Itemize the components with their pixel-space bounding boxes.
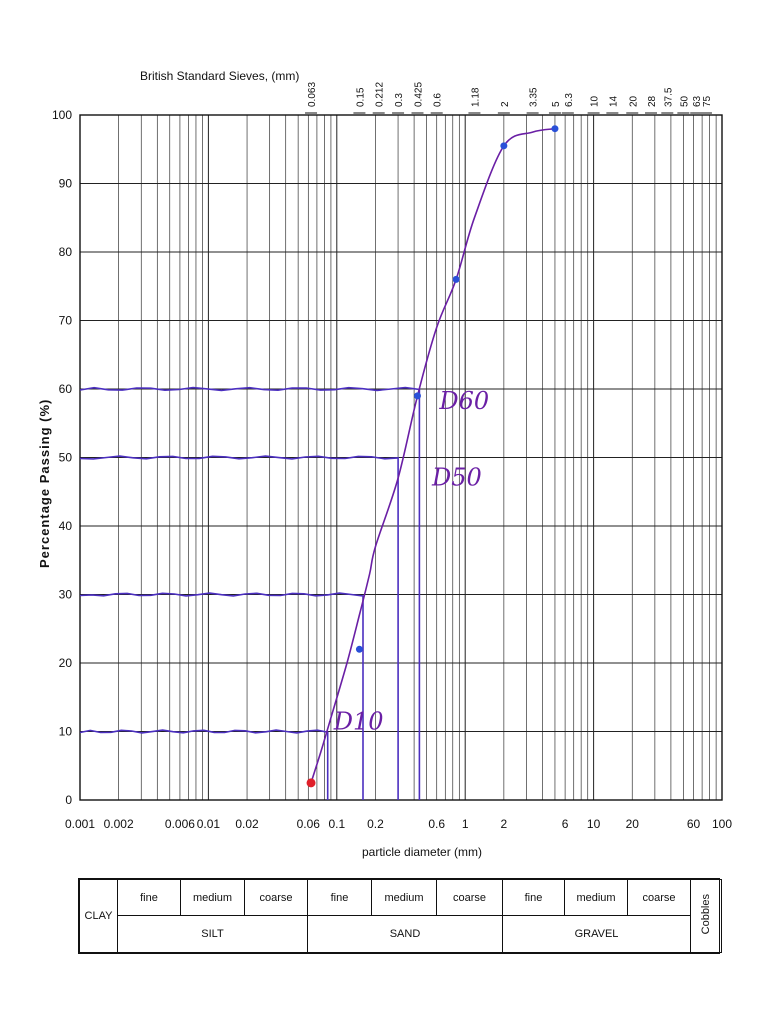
x-tick-label: 0.01 bbox=[197, 817, 221, 831]
gravel-fine: fine bbox=[502, 878, 565, 917]
x-tick-label: 0.6 bbox=[428, 817, 445, 831]
soil-classification-table: CLAY fine medium coarse fine medium coar… bbox=[78, 878, 722, 954]
reference-line bbox=[79, 386, 421, 800]
sieve-label: 20 bbox=[628, 95, 639, 107]
data-point bbox=[355, 645, 363, 653]
data-point bbox=[452, 275, 460, 283]
x-tick-label: 6 bbox=[562, 817, 569, 831]
sieve-label: 0.425 bbox=[413, 82, 424, 107]
x-tick-label: 0.006 bbox=[165, 817, 195, 831]
sieve-label: 28 bbox=[647, 95, 658, 107]
x-tick-label: 0.1 bbox=[328, 817, 345, 831]
sieve-label: 10 bbox=[590, 95, 601, 107]
x-tick-label: 0.06 bbox=[297, 817, 321, 831]
y-tick-label: 80 bbox=[59, 245, 73, 259]
cobbles-label: Cobbles bbox=[700, 894, 712, 935]
silt-coarse: coarse bbox=[244, 878, 308, 917]
sieve-label: 0.212 bbox=[375, 82, 386, 107]
y-tick-label: 40 bbox=[59, 519, 73, 533]
x-tick-label: 2 bbox=[501, 817, 508, 831]
x-axis-label: particle diameter (mm) bbox=[362, 845, 482, 859]
x-tick-label: 60 bbox=[687, 817, 701, 831]
data-point bbox=[413, 392, 421, 400]
grading-curve bbox=[310, 127, 556, 784]
x-tick-label: 100 bbox=[712, 817, 732, 831]
sand-medium: medium bbox=[371, 878, 437, 917]
sieve-label: 14 bbox=[608, 95, 619, 107]
y-tick-label: 30 bbox=[59, 588, 73, 602]
handwritten-label: D50 bbox=[431, 464, 482, 492]
y-tick-labels: 0 10 20 30 40 50 60 70 80 90 100 bbox=[52, 108, 72, 807]
y-tick-label: 10 bbox=[59, 725, 73, 739]
sand-coarse: coarse bbox=[436, 878, 503, 917]
plot-frame bbox=[79, 114, 723, 801]
y-tick-label: 70 bbox=[59, 314, 73, 328]
y-tick-label: 100 bbox=[52, 108, 72, 122]
silt-group: SILT bbox=[117, 915, 308, 953]
chart-title: British Standard Sieves, (mm) bbox=[140, 69, 299, 83]
gravel-coarse: coarse bbox=[627, 878, 691, 917]
gravel-medium: medium bbox=[564, 878, 628, 917]
handwritten-label: D10 bbox=[333, 708, 384, 736]
y-tick-label: 90 bbox=[59, 177, 73, 191]
y-tick-label: 50 bbox=[59, 451, 73, 465]
sieve-label: 0.15 bbox=[355, 87, 366, 107]
x-tick-label: 0.001 bbox=[65, 817, 95, 831]
x-tick-label: 10 bbox=[587, 817, 601, 831]
silt-fine: fine bbox=[117, 878, 181, 917]
reference-line bbox=[79, 455, 399, 800]
reference-line bbox=[79, 592, 364, 800]
clay-cell: CLAY bbox=[79, 879, 118, 953]
y-tick-label: 20 bbox=[59, 656, 73, 670]
x-tick-labels: 0.001 0.002 0.006 0.01 0.02 0.06 0.1 0.2 0.6 1 2 6 1… bbox=[65, 817, 732, 831]
sieve-label: 0.6 bbox=[433, 93, 444, 107]
data-markers bbox=[306, 125, 559, 788]
silt-medium: medium bbox=[180, 878, 245, 917]
x-tick-label: 0.002 bbox=[104, 817, 134, 831]
sieve-label: 5 bbox=[551, 101, 562, 107]
reference-lines bbox=[79, 386, 421, 800]
data-point bbox=[500, 142, 508, 150]
x-tick-label: 0.2 bbox=[367, 817, 384, 831]
sand-fine: fine bbox=[307, 878, 372, 917]
cobbles-cell: Cobbles bbox=[690, 879, 722, 953]
y-tick-label: 60 bbox=[59, 382, 73, 396]
sieve-label: 2 bbox=[500, 101, 511, 107]
sieve-label: 0.063 bbox=[307, 82, 318, 107]
x-tick-label: 0.02 bbox=[235, 817, 259, 831]
gravel-group: GRAVEL bbox=[502, 915, 691, 953]
sieve-labels: 0.063 0.15 0.212 0.3 0.425 0.6 1.18 2 3.35 5 6.3 10… bbox=[305, 82, 713, 114]
sand-group: SAND bbox=[307, 915, 503, 953]
sieve-label: 75 bbox=[702, 95, 713, 107]
sieve-label: 37.5 bbox=[663, 87, 674, 107]
handwritten-labels: D10 D50 D60 bbox=[333, 387, 489, 736]
sieve-label: 63 bbox=[692, 95, 703, 107]
x-tick-label: 20 bbox=[626, 817, 640, 831]
sieve-label: 3.35 bbox=[529, 87, 540, 107]
sieve-label: 0.3 bbox=[394, 93, 405, 107]
reference-line bbox=[79, 729, 329, 800]
sieve-label: 50 bbox=[679, 95, 690, 107]
data-point bbox=[306, 778, 316, 788]
y-axis-label: Percentage Passing (%) bbox=[37, 399, 52, 568]
sieve-label: 6.3 bbox=[564, 93, 575, 107]
y-tick-label: 0 bbox=[65, 793, 72, 807]
handwritten-label: D60 bbox=[438, 387, 489, 415]
data-point bbox=[551, 125, 559, 133]
sieve-label: 1.18 bbox=[470, 87, 481, 107]
x-tick-label: 1 bbox=[462, 817, 469, 831]
